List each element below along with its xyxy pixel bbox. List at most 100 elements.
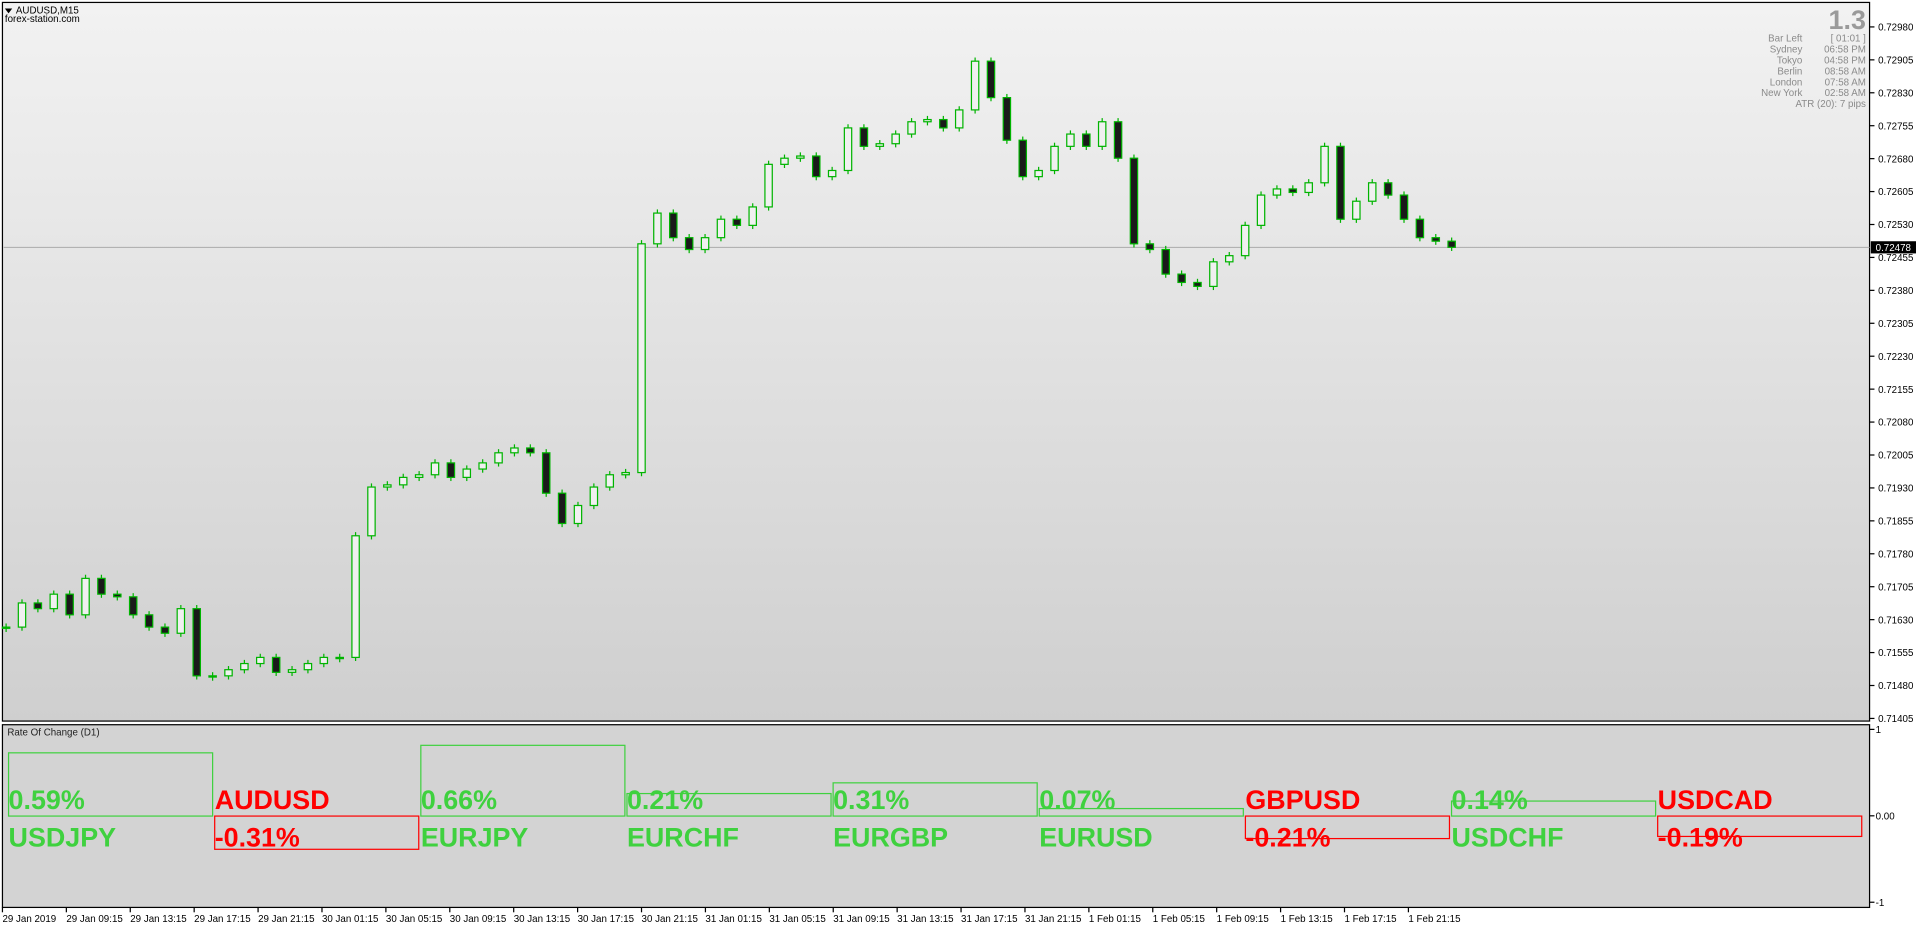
- candle-body: [33, 602, 43, 610]
- y-tick-label: 0.72230: [1878, 352, 1914, 363]
- roc-value: -0.31%: [215, 823, 300, 853]
- candle-body: [796, 155, 805, 159]
- candle-body: [1447, 240, 1456, 248]
- info-key: London: [1770, 77, 1803, 88]
- candle-body: [1018, 139, 1028, 178]
- candle-body: [875, 143, 885, 147]
- candle-body: [1, 626, 11, 629]
- candle-body: [192, 608, 202, 677]
- x-tick-label: 30 Jan 09:15: [450, 914, 507, 925]
- info-atr: ATR (20): 7 pips: [1796, 99, 1866, 110]
- info-key: Berlin: [1777, 66, 1802, 77]
- x-tick-label: 30 Jan 05:15: [386, 914, 443, 925]
- candle-body: [605, 474, 615, 488]
- roc-pair: AUDUSD: [215, 785, 330, 815]
- candle-body: [827, 169, 837, 178]
- x-tick-label: 1 Feb 01:15: [1089, 914, 1142, 925]
- y-tick-label: 0.72455: [1878, 253, 1914, 264]
- candle-body: [176, 608, 186, 634]
- candle-body: [541, 452, 551, 494]
- candle-body: [1399, 194, 1409, 220]
- candle-body: [986, 60, 996, 99]
- candle-body: [1240, 224, 1250, 257]
- y-tick-label: 0.71630: [1878, 615, 1914, 626]
- x-tick-label: 29 Jan 13:15: [130, 914, 187, 925]
- candle-body: [1383, 182, 1393, 196]
- roc-pair: EURCHF: [627, 823, 739, 853]
- roc-pair: USDCHF: [1452, 823, 1564, 853]
- roc-box: [832, 782, 1038, 817]
- y-tick-label: 0.72905: [1878, 56, 1914, 67]
- y-tick-label: 0.72080: [1878, 418, 1914, 429]
- candle-body: [1367, 182, 1377, 202]
- candle-body: [923, 118, 932, 123]
- candle-body: [303, 662, 313, 671]
- candle-body: [144, 614, 154, 628]
- candle-body: [1050, 145, 1059, 172]
- menu-arrow[interactable]: [4, 8, 13, 14]
- candle-body: [17, 602, 27, 628]
- x-tick-label: 30 Jan 01:15: [322, 914, 379, 925]
- candle-body: [478, 462, 487, 470]
- info-value: 08:58 AM: [1825, 66, 1866, 77]
- candle-body: [319, 656, 329, 665]
- candle-body: [462, 468, 472, 479]
- candle-body: [748, 206, 757, 226]
- roc-box: [420, 744, 626, 817]
- info-key: Sydney: [1770, 44, 1803, 55]
- candle-body: [1288, 188, 1298, 194]
- candle-body: [907, 121, 916, 135]
- candle-body: [557, 492, 567, 525]
- roc-box: [1450, 800, 1657, 817]
- candle-body: [383, 484, 392, 488]
- x-tick-label: 31 Jan 17:15: [961, 914, 1018, 925]
- roc-box: [214, 815, 420, 850]
- info-key: Bar Left: [1768, 33, 1802, 44]
- candle-body: [811, 155, 821, 178]
- x-tick-label: 31 Jan 13:15: [897, 914, 954, 925]
- candle-body: [510, 447, 519, 454]
- current-price-box: [1870, 241, 1916, 254]
- roc-pair: USDJPY: [9, 823, 117, 853]
- candle-body: [65, 593, 74, 616]
- x-tick-label: 30 Jan 17:15: [578, 914, 635, 925]
- roc-value: -0.21%: [1245, 823, 1330, 853]
- candle-body: [1113, 121, 1123, 159]
- candle-body: [160, 626, 170, 634]
- candle-body: [351, 535, 360, 659]
- candle-body: [573, 504, 583, 525]
- x-tick-label: 1 Feb 21:15: [1408, 914, 1461, 925]
- chart-subtitle: forex-station.com: [5, 14, 80, 25]
- y-tick-label: -1: [1876, 898, 1885, 909]
- candle-body: [1320, 145, 1329, 184]
- x-tick-label: 30 Jan 13:15: [514, 914, 571, 925]
- info-value: 07:58 AM: [1825, 77, 1866, 88]
- current-price-label: 0.72478: [1876, 243, 1911, 254]
- candle-body: [669, 212, 678, 239]
- candle-body: [240, 662, 249, 671]
- roc-value: 0.07%: [1039, 785, 1115, 815]
- candle-body: [446, 462, 456, 479]
- candle-body: [494, 452, 503, 464]
- x-tick-label: 1 Feb 05:15: [1153, 914, 1206, 925]
- y-tick-label: 0.72680: [1878, 154, 1914, 165]
- candle-body: [287, 669, 297, 673]
- y-tick-label: 0.72305: [1878, 319, 1914, 330]
- y-tick-label: 0.71930: [1878, 484, 1914, 495]
- candle-body: [732, 218, 742, 226]
- roc-value: 0.21%: [627, 785, 703, 815]
- x-tick-label: 29 Jan 17:15: [194, 914, 251, 925]
- roc-value: 0.59%: [9, 785, 85, 815]
- candle-body: [1415, 218, 1425, 239]
- candle-body: [1002, 97, 1012, 141]
- candle-body: [1224, 255, 1234, 263]
- x-tick-label: 29 Jan 2019: [2, 914, 56, 925]
- candle-body: [684, 237, 694, 251]
- candle-body: [1066, 133, 1075, 147]
- candle-body: [954, 109, 964, 129]
- roc-value: 0.31%: [833, 785, 909, 815]
- candle-body: [621, 471, 630, 476]
- indicator-title: Rate Of Change (D1): [7, 728, 99, 739]
- info-value: 04:58 PM: [1824, 55, 1866, 66]
